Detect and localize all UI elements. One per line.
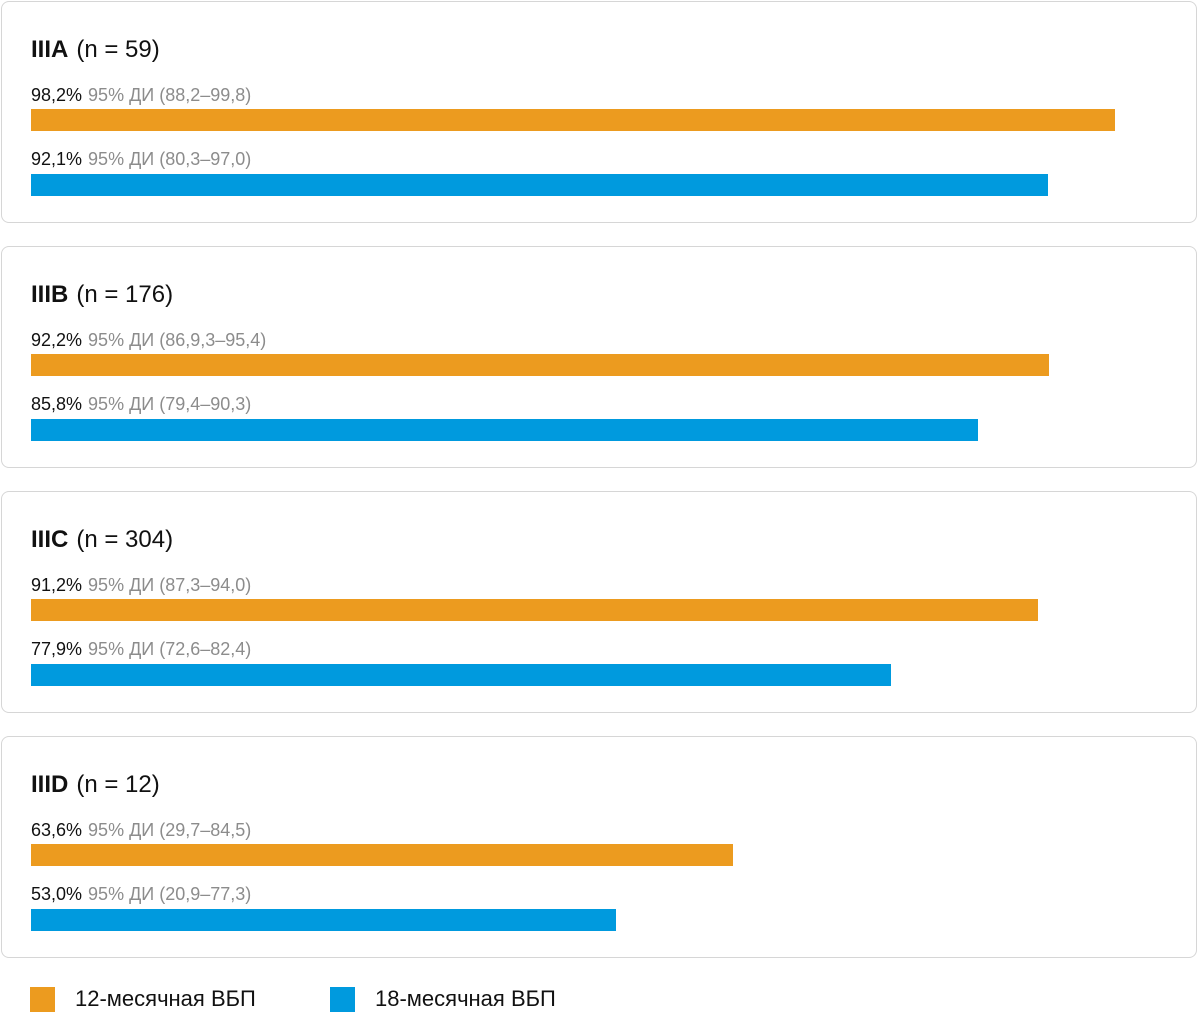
value-label: 85,8% (31, 394, 83, 414)
panel-title: IIIC (n = 304) (31, 526, 173, 554)
bar-label: 85,8% 95% ДИ (79,4–90,3) (31, 393, 251, 415)
stage-label: IIIB (31, 281, 69, 308)
bar-12-month (31, 599, 1038, 621)
stage-label: IIID (31, 771, 69, 798)
bar-label: 77,9% 95% ДИ (72,6–82,4) (31, 638, 251, 660)
bar-label: 91,2% 95% ДИ (87,3–94,0) (31, 574, 251, 596)
confidence-interval-label: 95% ДИ (86,9,3–95,4) (88, 330, 267, 350)
value-label: 63,6% (31, 820, 83, 840)
bar-12-month (31, 109, 1116, 131)
value-label: 98,2% (31, 85, 83, 105)
confidence-interval-label: 95% ДИ (29,7–84,5) (88, 820, 252, 840)
panel-iiic: IIIC (n = 304) 91,2% 95% ДИ (87,3–94,0) 77,9… (1, 491, 1197, 713)
value-label: 92,2% (31, 330, 83, 350)
value-label: 92,1% (31, 149, 83, 169)
legend-swatch-18-month (330, 987, 355, 1012)
bar-label: 92,2% 95% ДИ (86,9,3–95,4) (31, 329, 266, 351)
bar-label: 92,1% 95% ДИ (80,3–97,0) (31, 148, 251, 170)
bar-18-month (31, 174, 1048, 196)
bar-label: 63,6% 95% ДИ (29,7–84,5) (31, 819, 251, 841)
bar-18-month (31, 909, 617, 931)
legend-label-18-month: 18-месячная ВБП (375, 986, 556, 1011)
value-label: 91,2% (31, 575, 83, 595)
confidence-interval-label: 95% ДИ (79,4–90,3) (88, 394, 252, 414)
legend-label-12-month: 12-месячная ВБП (75, 986, 256, 1011)
panel-iiib: IIIB (n = 176) 92,2% 95% ДИ (86,9,3–95,4) 85… (1, 246, 1197, 468)
panel-title: IIID (n = 12) (31, 771, 160, 799)
bar-12-month (31, 354, 1049, 376)
panel-iiia: IIIA (n = 59) 98,2% 95% ДИ (88,2–99,8) 92,1%… (1, 1, 1197, 223)
stage-label: IIIA (31, 36, 69, 63)
panel-title: IIIB (n = 176) (31, 281, 173, 309)
bar-label: 53,0% 95% ДИ (20,9–77,3) (31, 883, 251, 905)
bar-18-month (31, 419, 979, 441)
bar-12-month (31, 844, 734, 866)
bar-label: 98,2% 95% ДИ (88,2–99,8) (31, 84, 251, 106)
sample-size: (n = 59) (76, 36, 160, 63)
confidence-interval-label: 95% ДИ (87,3–94,0) (88, 575, 252, 595)
panel-iiid: IIID (n = 12) 63,6% 95% ДИ (29,7–84,5) 53,0%… (1, 736, 1197, 958)
confidence-interval-label: 95% ДИ (80,3–97,0) (88, 149, 252, 169)
value-label: 53,0% (31, 884, 83, 904)
stage-label: IIIC (31, 526, 69, 553)
legend-swatch-12-month (30, 987, 55, 1012)
sample-size: (n = 304) (76, 526, 174, 553)
confidence-interval-label: 95% ДИ (20,9–77,3) (88, 884, 252, 904)
sample-size: (n = 176) (76, 281, 174, 308)
confidence-interval-label: 95% ДИ (88,2–99,8) (88, 85, 252, 105)
panel-title: IIIA (n = 59) (31, 36, 160, 64)
confidence-interval-label: 95% ДИ (72,6–82,4) (88, 639, 252, 659)
bar-18-month (31, 664, 892, 686)
value-label: 77,9% (31, 639, 83, 659)
sample-size: (n = 12) (76, 771, 160, 798)
